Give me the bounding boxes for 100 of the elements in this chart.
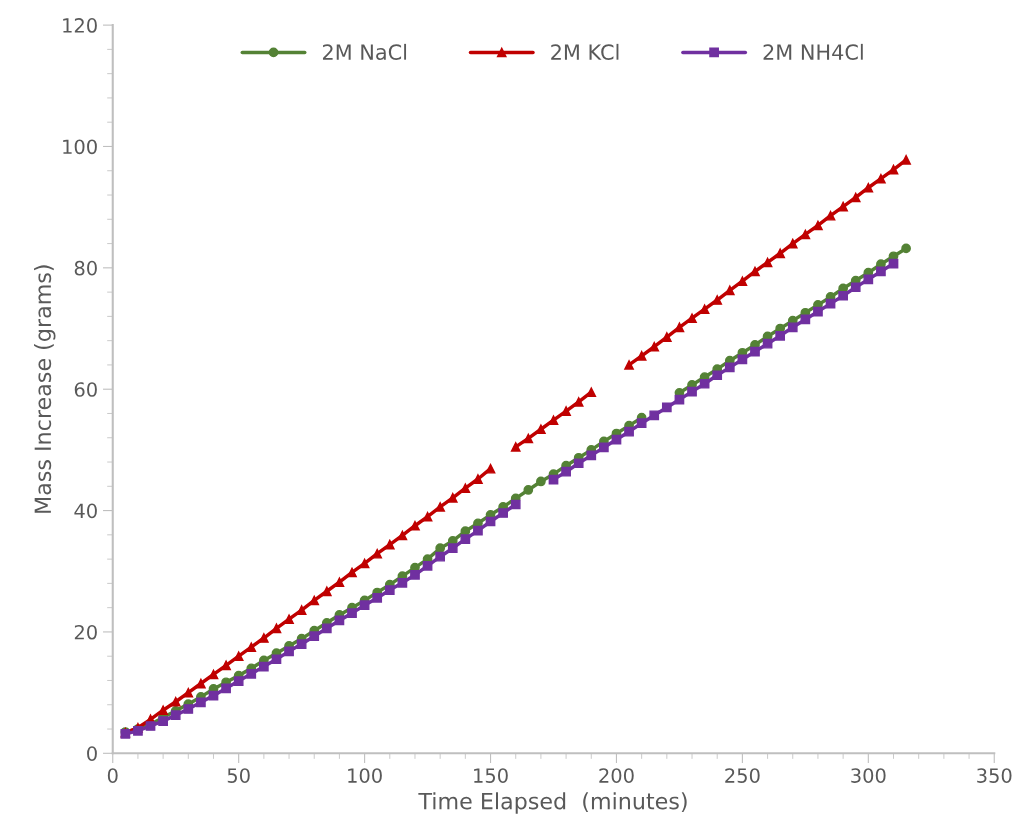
point bbox=[334, 577, 345, 588]
point bbox=[435, 502, 446, 512]
point bbox=[901, 243, 911, 254]
point bbox=[586, 450, 597, 461]
point bbox=[561, 406, 571, 416]
x-tick-label: 350 bbox=[977, 768, 1012, 783]
point bbox=[699, 378, 710, 389]
point bbox=[762, 257, 773, 268]
point bbox=[460, 534, 471, 544]
point bbox=[800, 314, 811, 325]
point bbox=[208, 690, 219, 701]
point bbox=[473, 525, 483, 536]
point bbox=[800, 229, 811, 240]
point bbox=[876, 173, 886, 184]
point bbox=[573, 397, 584, 407]
point bbox=[510, 441, 521, 452]
point bbox=[372, 593, 383, 603]
point bbox=[183, 704, 194, 714]
point bbox=[447, 492, 458, 503]
point bbox=[649, 341, 660, 352]
point bbox=[825, 298, 836, 309]
point bbox=[347, 567, 357, 578]
point bbox=[850, 192, 861, 203]
point bbox=[750, 346, 760, 357]
point bbox=[724, 362, 735, 373]
point bbox=[850, 282, 861, 293]
point bbox=[196, 697, 206, 708]
point bbox=[397, 577, 408, 588]
x-tick-label: 100 bbox=[348, 768, 382, 783]
point bbox=[787, 322, 798, 333]
point bbox=[661, 402, 672, 413]
y-tick-label: 100 bbox=[63, 139, 97, 155]
point bbox=[296, 639, 307, 649]
point bbox=[687, 313, 697, 324]
point bbox=[699, 304, 710, 314]
point bbox=[624, 426, 634, 437]
y-tick-label: 120 bbox=[63, 18, 97, 33]
point bbox=[649, 410, 660, 421]
y-axis-title: Mass Increase (grams) bbox=[34, 265, 56, 513]
point bbox=[284, 646, 294, 657]
point bbox=[838, 290, 848, 301]
point bbox=[888, 164, 899, 175]
point bbox=[170, 696, 181, 707]
y-tick-label: 0 bbox=[87, 746, 97, 761]
point bbox=[762, 338, 773, 349]
point bbox=[233, 676, 244, 686]
legend-label: 2M KCl bbox=[551, 43, 619, 60]
point bbox=[737, 276, 748, 287]
point bbox=[309, 631, 320, 642]
point bbox=[863, 182, 874, 193]
point bbox=[674, 322, 685, 333]
point bbox=[435, 551, 446, 562]
x-tick-label: 300 bbox=[851, 768, 886, 783]
point bbox=[876, 266, 886, 277]
x-axis-title: Time Elapsed (minutes) bbox=[418, 792, 687, 814]
point bbox=[410, 570, 420, 580]
point bbox=[813, 220, 823, 231]
point bbox=[321, 586, 332, 597]
point bbox=[271, 623, 282, 634]
point bbox=[397, 530, 408, 541]
x-tick-label: 150 bbox=[474, 768, 508, 783]
point bbox=[347, 608, 357, 618]
point bbox=[599, 442, 609, 453]
point bbox=[384, 585, 395, 595]
point bbox=[901, 154, 911, 165]
point bbox=[724, 285, 735, 296]
point bbox=[422, 511, 433, 522]
point bbox=[636, 350, 647, 361]
point bbox=[775, 330, 786, 341]
point bbox=[498, 508, 508, 518]
point bbox=[523, 485, 534, 495]
point bbox=[372, 548, 383, 559]
point bbox=[813, 306, 823, 317]
y-tick-label: 80 bbox=[74, 260, 97, 276]
x-tick-label: 250 bbox=[725, 768, 760, 783]
point bbox=[510, 499, 521, 510]
point bbox=[321, 623, 332, 634]
legend-label: 2M NaCl bbox=[322, 43, 407, 60]
point bbox=[712, 370, 723, 381]
legend-label: 2M NH4Cl bbox=[763, 43, 863, 60]
point bbox=[196, 678, 206, 689]
point bbox=[863, 274, 874, 285]
point bbox=[384, 539, 395, 550]
point bbox=[359, 600, 370, 611]
point bbox=[536, 476, 546, 487]
point bbox=[422, 560, 433, 571]
y-tick-label: 60 bbox=[74, 382, 97, 397]
point bbox=[624, 360, 634, 370]
point bbox=[359, 558, 370, 569]
point bbox=[309, 595, 320, 606]
point bbox=[284, 614, 294, 625]
point bbox=[775, 248, 786, 259]
y-tick-label: 20 bbox=[74, 624, 97, 640]
point bbox=[523, 433, 534, 444]
x-tick-label: 0 bbox=[107, 768, 118, 783]
y-tick-label: 40 bbox=[74, 503, 97, 519]
point bbox=[825, 210, 836, 221]
point bbox=[246, 642, 257, 652]
point bbox=[750, 266, 760, 277]
x-tick-label: 200 bbox=[599, 768, 634, 783]
